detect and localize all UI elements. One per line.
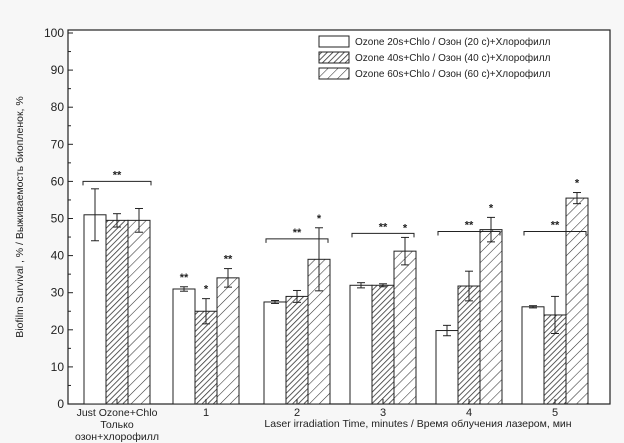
legend-swatch xyxy=(318,51,350,64)
y-tick-label: 60 xyxy=(51,174,65,188)
bar-s2-g0 xyxy=(105,219,129,405)
significance-bracket xyxy=(523,230,587,236)
significance-bracket xyxy=(351,232,415,238)
bar-s1-g2 xyxy=(263,301,287,405)
significance-label: ** xyxy=(379,221,388,233)
x-tick-label: 3 xyxy=(380,407,386,419)
x-axis-title: Laser irradiation Time, minutes / Время … xyxy=(264,418,571,430)
bar-s3-g3 xyxy=(393,250,417,405)
significance-label: ** xyxy=(293,227,302,239)
significance-bracket xyxy=(437,230,501,236)
bar-significance-label: * xyxy=(403,222,408,234)
y-tick-label: 70 xyxy=(51,137,65,151)
legend-swatch xyxy=(318,67,350,80)
bar-significance-label: * xyxy=(489,202,494,214)
bar-s2-g4 xyxy=(457,285,481,405)
x-tick-label: 4 xyxy=(466,407,472,419)
bar-s3-g4 xyxy=(479,229,503,405)
significance-label: ** xyxy=(465,219,474,231)
x-tick-label: 2 xyxy=(294,407,300,419)
y-axis-title: Biofilm Survival , % / Выживаемость биоп… xyxy=(14,96,26,337)
y-tick-label: 40 xyxy=(51,249,65,263)
bar-significance-label: * xyxy=(575,178,580,190)
x-tick-label: 1 xyxy=(203,407,209,419)
y-tick-label: 0 xyxy=(57,397,64,411)
bar-s1-g1 xyxy=(172,288,196,405)
x-tick-label: Just Ozone+Chlo Только озон+хлорофилл xyxy=(75,407,159,443)
legend: Ozone 20s+Chlo / Озон (20 с)+Хлорофилл Oz… xyxy=(318,35,551,80)
bar-s1-g0 xyxy=(83,214,107,405)
bar-s1-g5 xyxy=(521,306,545,405)
x-tick-label: 5 xyxy=(552,407,558,419)
significance-bracket xyxy=(82,180,152,186)
y-tick-label: 30 xyxy=(51,286,65,300)
bar-s3-g5 xyxy=(565,197,589,405)
legend-label: Ozone 40s+Chlo / Озон (40 с)+Хлорофилл xyxy=(355,52,551,64)
bar-s3-g0 xyxy=(127,219,151,405)
y-tick-label: 80 xyxy=(51,100,65,114)
bar-s2-g1 xyxy=(194,310,218,405)
bar-s2-g3 xyxy=(371,284,395,405)
plot-frame xyxy=(67,29,611,405)
bar-significance-label: ** xyxy=(224,254,233,266)
significance-label: ** xyxy=(113,169,122,181)
significance-label: ** xyxy=(551,219,560,231)
bar-significance-label: * xyxy=(317,213,322,225)
bar-s1-g3 xyxy=(349,284,373,405)
y-tick-label: 20 xyxy=(51,323,65,337)
y-tick-label: 100 xyxy=(44,26,64,40)
legend-label: Ozone 60s+Chlo / Озон (60 с)+Хлорофилл xyxy=(355,68,551,80)
y-tick-label: 10 xyxy=(51,360,65,374)
legend-label: Ozone 20s+Chlo / Озон (20 с)+Хлорофилл xyxy=(355,36,551,48)
y-tick-label: 50 xyxy=(51,212,65,226)
bar-significance-label: ** xyxy=(180,272,189,284)
bar-s3-g1 xyxy=(216,277,240,405)
bar-s2-g2 xyxy=(285,295,309,405)
bar-s1-g4 xyxy=(435,330,459,405)
significance-bracket xyxy=(265,238,329,243)
y-tick-label: 90 xyxy=(51,63,65,77)
legend-swatch xyxy=(318,35,350,48)
bar-significance-label: * xyxy=(204,284,209,296)
